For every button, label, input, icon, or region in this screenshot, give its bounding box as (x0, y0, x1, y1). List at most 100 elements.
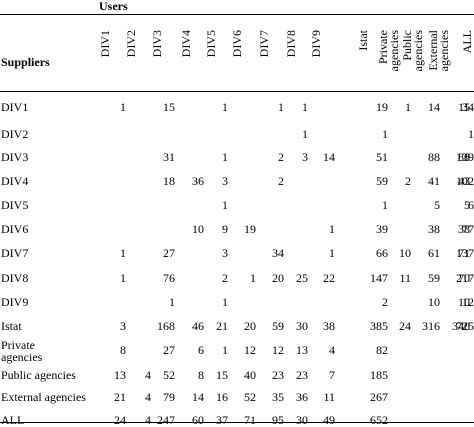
table-cell: 76 (163, 271, 175, 285)
table-cell: 1 (222, 100, 228, 114)
table-cell: 6 (198, 343, 204, 357)
table-cell: 24 (399, 319, 411, 333)
table-cell: 27 (163, 343, 175, 357)
column-header-label: DIV6 (230, 30, 244, 58)
table-cell: 7 (329, 368, 335, 382)
table-cell: 1 (382, 127, 388, 141)
table-cell: 267 (370, 390, 388, 404)
table-cell: 9 (222, 222, 228, 236)
table-cell: 1 (382, 198, 388, 212)
row-label: ALL (1, 413, 25, 427)
table-cell: 39 (376, 222, 388, 236)
row-label: Private agencies (1, 338, 43, 364)
table-cell: 70 (458, 271, 470, 285)
table-cell: 35 (272, 390, 284, 404)
table-cell: 5 (464, 198, 470, 212)
table-cell: 41 (428, 174, 440, 188)
table-cell: 49 (323, 413, 335, 427)
table-cell: 22 (323, 271, 335, 285)
table-cell: 652 (370, 413, 388, 427)
table-cell: 10 (399, 246, 411, 260)
table-cell: 1 (120, 246, 126, 260)
table-cell: 1 (329, 246, 335, 260)
bottom-rule (0, 422, 474, 423)
table-cell: 61 (428, 246, 440, 260)
table-cell: 1 (222, 295, 228, 309)
row-label: Public agencies (1, 368, 76, 382)
table-cell: 12 (272, 343, 284, 357)
table-cell: 1 (120, 100, 126, 114)
table-cell: 77 (462, 222, 474, 236)
table-cell: 95 (272, 413, 284, 427)
table-cell: 21 (216, 319, 228, 333)
table-cell: 340 (452, 319, 470, 333)
table-cell: 4 (145, 368, 151, 382)
table-cell: 11 (399, 271, 411, 285)
column-header-public-agencies: Public agencies (400, 30, 425, 88)
table-cell: 13 (296, 343, 308, 357)
table-cell: 8 (198, 368, 204, 382)
table-cell: 59 (376, 174, 388, 188)
column-header-div8: DIV8 (278, 30, 298, 88)
table-cell: 1 (468, 127, 474, 141)
column-header-label: DIV5 (204, 30, 218, 58)
table-cell: 37 (216, 413, 228, 427)
table-cell: 1 (120, 271, 126, 285)
row-label: DIV7 (1, 246, 29, 260)
table-cell: 15 (458, 100, 470, 114)
column-header-all: ALL (454, 30, 474, 88)
table-cell: 1 (405, 100, 411, 114)
column-header-div9: DIV9 (303, 30, 323, 88)
table-cell: 38 (323, 319, 335, 333)
table-cell: 82 (376, 343, 388, 357)
table-cell: 10 (458, 295, 470, 309)
row-label: External agencies (1, 390, 86, 404)
table-cell: 52 (244, 390, 256, 404)
column-header-label: External agencies (426, 30, 451, 72)
table-cell: 4 (329, 343, 335, 357)
table-cell: 79 (163, 390, 175, 404)
table-cell: 71 (458, 246, 470, 260)
column-header-label: DIV2 (124, 30, 138, 58)
table-cell: 2 (405, 174, 411, 188)
table-cell: 25 (296, 271, 308, 285)
table-cell: 38 (428, 222, 440, 236)
table-cell: 11 (323, 390, 335, 404)
table-cell: 20 (272, 271, 284, 285)
table-cell: 10 (428, 295, 440, 309)
table-cell: 43 (458, 174, 470, 188)
table-cell: 10 (192, 222, 204, 236)
table-cell: 3 (120, 319, 126, 333)
table-cell: 247 (157, 413, 175, 427)
table-cell: 52 (163, 368, 175, 382)
column-header-label: Private agencies (376, 30, 401, 72)
column-header-label: ALL (460, 30, 474, 54)
table-cell: 20 (244, 319, 256, 333)
table-cell: 168 (157, 319, 175, 333)
table-cell: 15 (216, 368, 228, 382)
top-rule (0, 14, 474, 15)
column-header-div3: DIV3 (144, 30, 164, 88)
row-label: DIV9 (1, 295, 29, 309)
table-cell: 1 (302, 100, 308, 114)
table-cell: 137 (456, 246, 474, 260)
table-cell: 147 (370, 271, 388, 285)
table-cell: 88 (428, 150, 440, 164)
table-cell: 51 (376, 150, 388, 164)
table-cell: 59 (272, 319, 284, 333)
table-cell: 21 (114, 390, 126, 404)
table-cell: 14 (428, 100, 440, 114)
table-cell: 36 (192, 174, 204, 188)
table-cell: 102 (456, 174, 474, 188)
column-header-div7: DIV7 (251, 30, 271, 88)
table-cell: 15 (163, 100, 175, 114)
table-cell: 71 (244, 413, 256, 427)
table-cell: 1 (302, 127, 308, 141)
table-cell: 1 (222, 343, 228, 357)
table-cell: 40 (244, 368, 256, 382)
table-cell: 3 (302, 150, 308, 164)
column-header-label: DIV9 (309, 30, 323, 58)
table-cell: 36 (296, 390, 308, 404)
column-header-label: DIV8 (284, 30, 298, 58)
